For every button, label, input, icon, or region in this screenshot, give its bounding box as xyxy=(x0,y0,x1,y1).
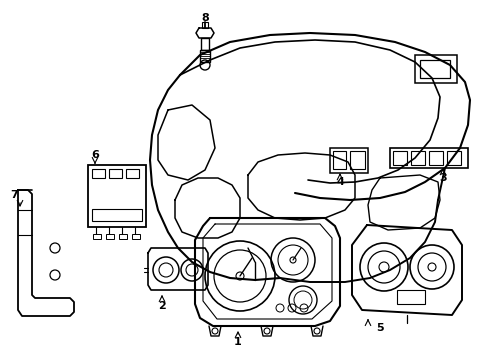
Bar xyxy=(88,165,146,227)
Bar xyxy=(446,151,460,165)
Bar xyxy=(200,50,209,62)
Bar xyxy=(126,169,139,178)
Text: 3: 3 xyxy=(438,173,446,183)
Bar xyxy=(329,148,367,173)
Bar xyxy=(93,234,101,239)
Bar xyxy=(109,169,122,178)
Bar xyxy=(332,151,346,169)
Text: 4: 4 xyxy=(335,177,343,187)
Text: 7: 7 xyxy=(10,190,18,200)
Bar xyxy=(349,151,364,169)
Bar xyxy=(119,234,127,239)
Text: 6: 6 xyxy=(91,150,99,160)
Text: 1: 1 xyxy=(234,337,242,347)
Bar xyxy=(92,169,105,178)
Bar xyxy=(419,60,449,78)
Bar xyxy=(428,151,442,165)
Bar xyxy=(389,148,467,168)
Bar xyxy=(396,290,424,304)
Text: 8: 8 xyxy=(201,13,208,23)
Bar xyxy=(410,151,424,165)
Bar xyxy=(132,234,140,239)
Text: 2: 2 xyxy=(158,301,165,311)
Bar xyxy=(414,55,456,83)
Bar xyxy=(106,234,114,239)
Bar xyxy=(392,151,406,165)
Text: 5: 5 xyxy=(375,323,383,333)
Bar xyxy=(92,209,142,221)
Bar xyxy=(201,38,208,50)
Bar xyxy=(202,22,207,28)
